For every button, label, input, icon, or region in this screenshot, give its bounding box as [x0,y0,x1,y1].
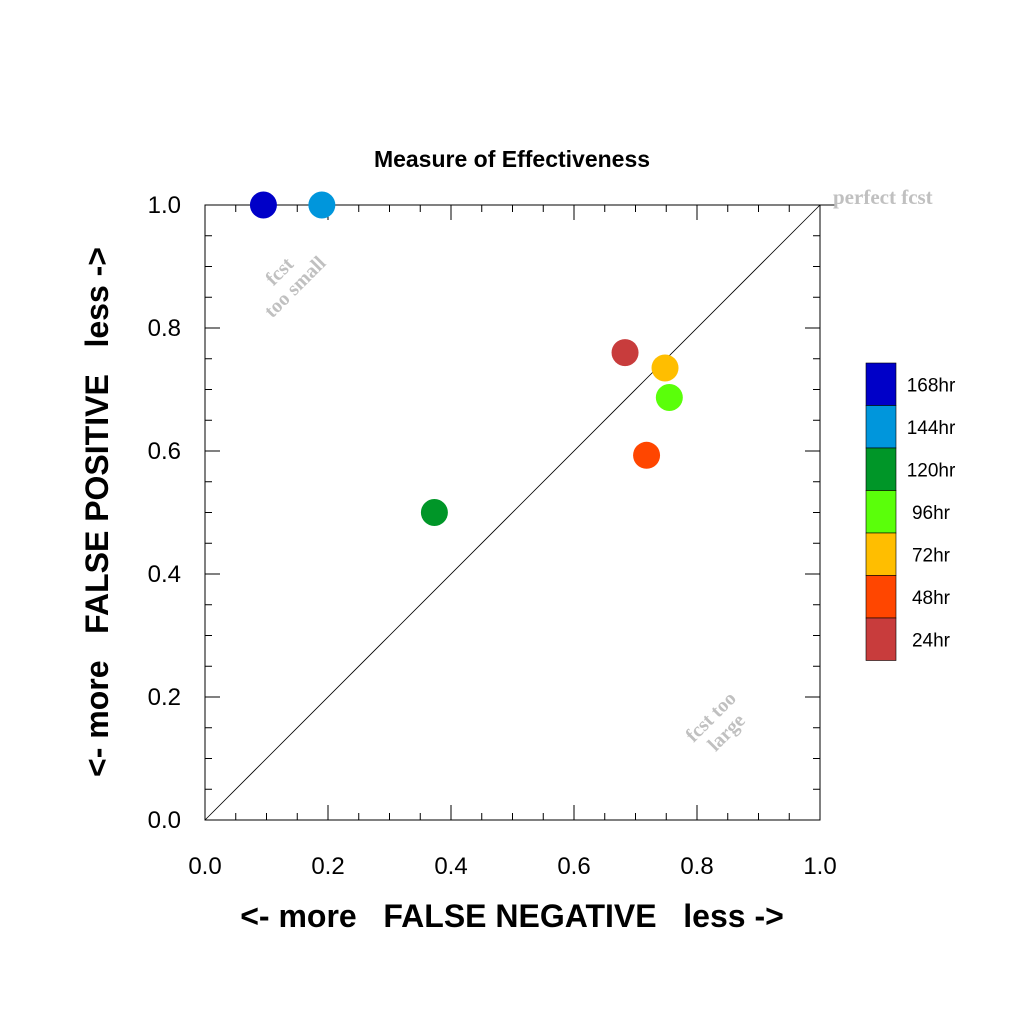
y-tick-labels: 0.0 0.2 0.4 0.6 0.8 1.0 [148,192,181,834]
y-axis-label: <- more FALSE POSITIVE less -> [79,247,115,777]
legend-swatch-120hr [865,447,897,491]
diagonal-line [204,204,821,821]
chart-title: Measure of Effectiveness [374,146,650,172]
point-144hr [308,191,336,219]
legend-label-120hr: 120hr [907,460,956,481]
legend-label-168hr: 168hr [907,375,956,396]
legend-label-96hr: 96hr [912,503,951,524]
point-48hr [633,441,661,469]
x-axis-label: <- more FALSE NEGATIVE less -> [240,898,784,934]
x-tick-label: 0.4 [434,853,467,880]
x-tick-label: 0.0 [188,853,221,880]
legend-swatch-96hr [865,490,897,534]
legend-label-144hr: 144hr [907,418,956,439]
y-tick-label: 0.2 [148,684,181,711]
legend: 168hr 144hr 120hr 96hr 72hr 48hr 24hr [865,362,956,661]
legend-swatch-144hr [865,405,897,449]
x-tick-label: 0.6 [557,853,590,880]
annotation-perfect-fcst: perfect fcst [833,185,933,209]
legend-label-72hr: 72hr [912,545,951,566]
x-tick-label: 0.8 [680,853,713,880]
y-tick-label: 0.4 [148,561,181,588]
legend-swatch-24hr [865,617,897,661]
x-tick-labels: 0.0 0.2 0.4 0.6 0.8 1.0 [188,853,836,880]
data-points [249,191,683,526]
legend-label-48hr: 48hr [912,588,951,609]
point-120hr [420,499,448,526]
y-tick-label: 0.6 [148,438,181,465]
point-24hr [611,339,639,367]
annotation-fcst-too-small: fcst too small [260,252,330,322]
legend-swatch-72hr [865,532,897,576]
x-tick-label: 0.2 [311,853,344,880]
x-tick-label: 1.0 [803,853,836,880]
legend-swatch-48hr [865,575,897,619]
y-tick-label: 0.8 [148,315,181,342]
y-tick-label: 0.0 [148,807,181,834]
legend-label-24hr: 24hr [912,630,951,651]
legend-swatch-168hr [865,362,897,406]
annotation-fcst-too-large: fcst too large [682,688,750,756]
annotation-too-small-line2: too small [260,252,330,322]
point-72hr [651,354,679,382]
point-96hr [655,383,683,411]
point-168hr [249,191,277,219]
y-tick-label: 1.0 [148,192,181,219]
